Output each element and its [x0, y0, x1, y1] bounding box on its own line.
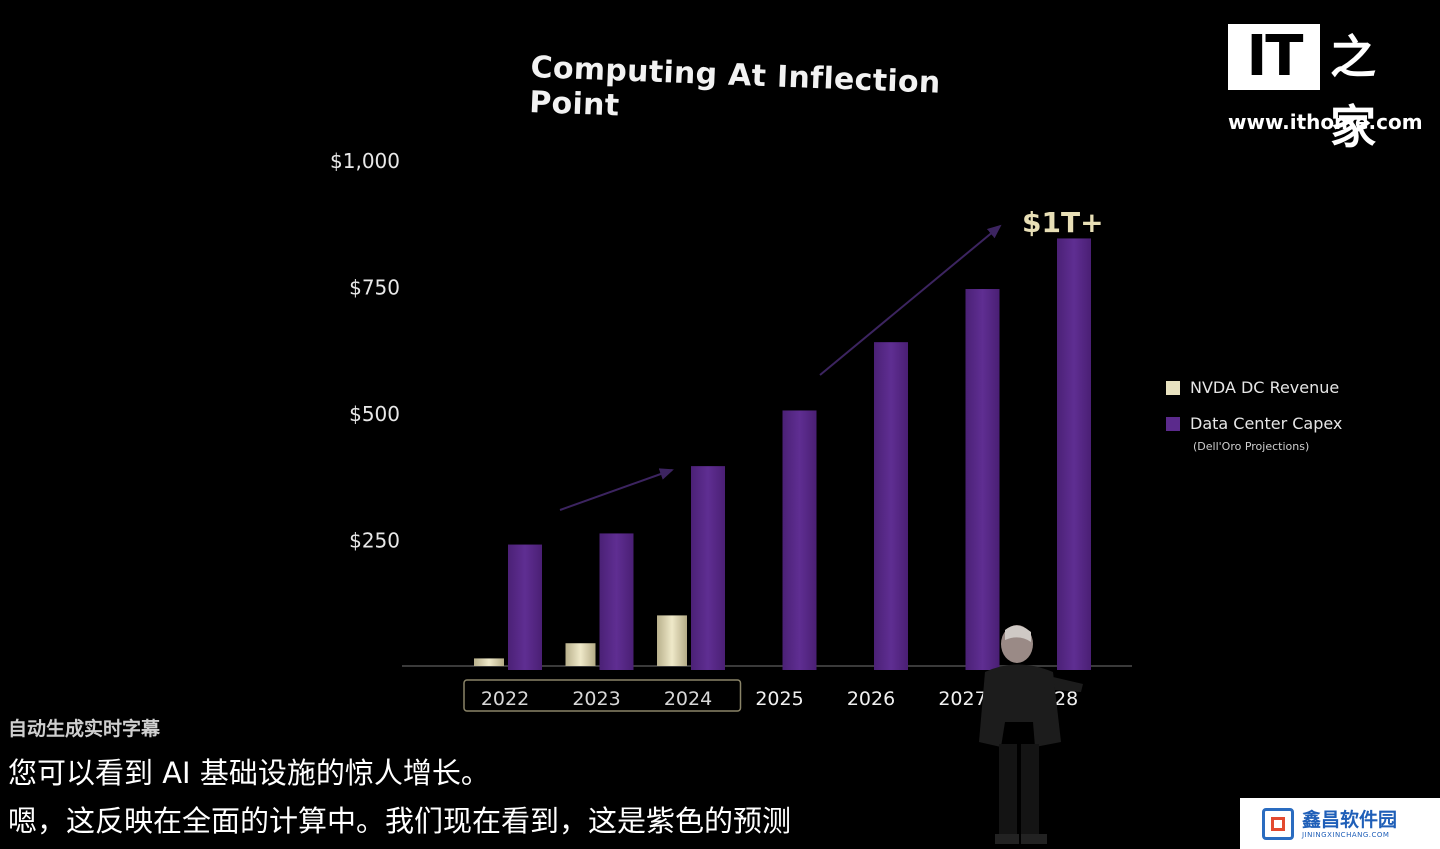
x-tick-label: 2022: [481, 688, 529, 710]
legend-swatch-revenue: [1166, 380, 1180, 395]
x-tick-label: 2024: [664, 688, 712, 710]
watermark-main: 鑫昌软件园: [1302, 808, 1398, 831]
bar-nvda-revenue: [565, 643, 596, 666]
bar-nvda-revenue: [474, 658, 504, 666]
bar-dc-capex: [599, 533, 634, 670]
y-tick-label: $1,000: [330, 149, 400, 173]
watermark-sub: JININGXINCHANG.COM: [1302, 830, 1390, 839]
bar-dc-capex: [874, 342, 908, 670]
bar-dc-capex: [965, 289, 1000, 670]
highlight-box: [463, 679, 742, 712]
speaker-figure: [979, 625, 1083, 844]
legend-item-capex: Data Center Capex: [1166, 414, 1342, 433]
watermark-icon: [1262, 807, 1294, 840]
legend-note: (Dell'Oro Projections): [1193, 440, 1310, 453]
ithome-url: www.ithome.com: [1228, 110, 1423, 134]
y-tick-label: $250: [349, 529, 400, 553]
legend-item-revenue: NVDA DC Revenue: [1166, 378, 1339, 397]
legend-label-revenue: NVDA DC Revenue: [1190, 378, 1340, 397]
x-tick-label: 2025: [755, 688, 803, 710]
legend-swatch-capex: [1166, 416, 1180, 431]
bar-dc-capex: [691, 466, 725, 670]
caption-line-1: 您可以看到 AI 基础设施的惊人增长。: [8, 756, 490, 790]
bar-nvda-revenue: [657, 615, 687, 666]
x-tick-label: 2023: [572, 688, 620, 710]
watermark: 鑫昌软件园 JININGXINCHANG.COM: [1240, 798, 1440, 849]
ithome-logo-cn: 之家: [1330, 30, 1376, 154]
x-tick-label: 2026: [847, 688, 895, 710]
annotation-1t: $1T+: [1022, 206, 1104, 239]
y-tick-label: $500: [349, 402, 400, 426]
ithome-logo: IT: [1228, 24, 1320, 90]
trend-arrow-historical: [559, 468, 674, 511]
bar-dc-capex: [782, 410, 817, 670]
bar-dc-capex: [508, 544, 542, 670]
y-tick-label: $750: [349, 276, 400, 300]
trend-arrow-projection: [819, 224, 1002, 376]
x-tick-label: 2027: [938, 688, 986, 710]
caption-line-2: 嗯，这反映在全面的计算中。我们现在看到，这是紫色的预测: [8, 804, 792, 838]
caption-label: 自动生成实时字幕: [8, 718, 161, 740]
legend-label-capex: Data Center Capex: [1190, 414, 1343, 433]
bar-dc-capex: [1057, 238, 1091, 670]
